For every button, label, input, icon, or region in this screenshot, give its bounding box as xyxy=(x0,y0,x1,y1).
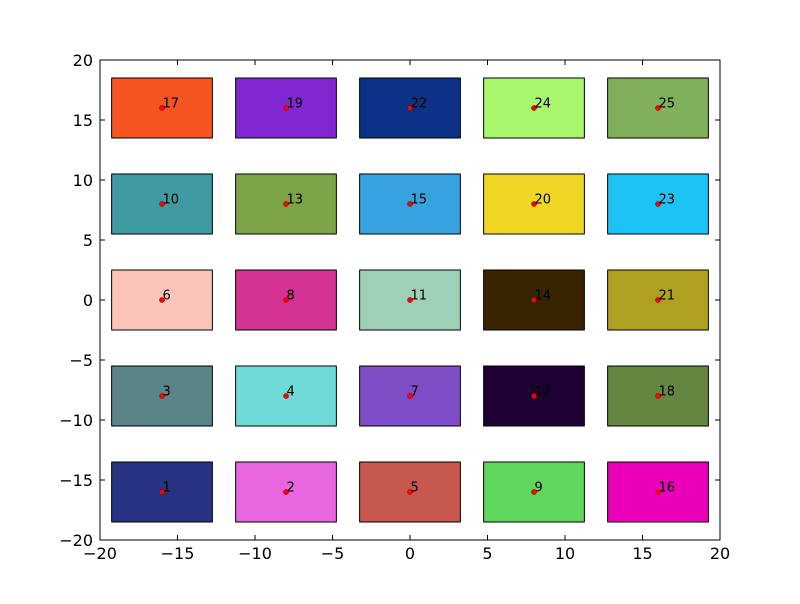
point-label-17: 17 xyxy=(163,97,180,112)
point-markers xyxy=(159,105,661,495)
x-tick-label: −10 xyxy=(238,544,272,563)
y-tick-label: −5 xyxy=(69,351,93,370)
point-label-20: 20 xyxy=(535,193,552,208)
point-marker-21 xyxy=(655,297,661,303)
point-marker-13 xyxy=(283,201,289,207)
point-marker-2 xyxy=(283,489,289,495)
point-marker-4 xyxy=(283,393,289,399)
point-label-24: 24 xyxy=(535,97,552,112)
point-label-25: 25 xyxy=(659,97,676,112)
colored-boxes xyxy=(111,77,709,523)
point-marker-19 xyxy=(283,105,289,111)
point-label-19: 19 xyxy=(287,97,304,112)
point-label-6: 6 xyxy=(163,289,171,304)
point-marker-23 xyxy=(655,201,661,207)
point-label-2: 2 xyxy=(287,481,295,496)
point-marker-5 xyxy=(407,489,413,495)
point-label-22: 22 xyxy=(411,97,428,112)
point-marker-11 xyxy=(407,297,413,303)
point-marker-8 xyxy=(283,297,289,303)
point-marker-17 xyxy=(159,105,165,111)
y-tick-label: −20 xyxy=(59,531,93,550)
point-marker-9 xyxy=(531,489,537,495)
y-tick-label: 10 xyxy=(73,171,93,190)
point-label-1: 1 xyxy=(163,481,171,496)
y-tick-label: 0 xyxy=(83,291,93,310)
point-label-15: 15 xyxy=(411,193,428,208)
point-label-7: 7 xyxy=(411,385,419,400)
point-label-4: 4 xyxy=(287,385,295,400)
point-marker-12 xyxy=(531,393,537,399)
x-tick-label: −20 xyxy=(83,544,117,563)
point-label-9: 9 xyxy=(535,481,543,496)
point-label-3: 3 xyxy=(163,385,171,400)
point-marker-7 xyxy=(407,393,413,399)
point-marker-15 xyxy=(407,201,413,207)
point-marker-20 xyxy=(531,201,537,207)
x-tick-label: 0 xyxy=(405,544,415,563)
point-marker-22 xyxy=(407,105,413,111)
point-label-13: 13 xyxy=(287,193,304,208)
x-tick-label: 5 xyxy=(482,544,492,563)
y-tick-label: −15 xyxy=(59,471,93,490)
point-label-12: 12 xyxy=(535,385,552,400)
point-label-8: 8 xyxy=(287,289,295,304)
point-marker-24 xyxy=(531,105,537,111)
point-label-14: 14 xyxy=(535,289,552,304)
y-tick-label: 20 xyxy=(73,51,93,70)
y-tick-label: −10 xyxy=(59,411,93,430)
point-label-10: 10 xyxy=(163,193,180,208)
point-label-21: 21 xyxy=(659,289,676,304)
point-marker-3 xyxy=(159,393,165,399)
x-tick-label: −15 xyxy=(161,544,195,563)
x-tick-label: −5 xyxy=(321,544,345,563)
y-tick-label: 15 xyxy=(73,111,93,130)
point-marker-10 xyxy=(159,201,165,207)
x-tick-label: 20 xyxy=(710,544,730,563)
y-tick-label: 5 xyxy=(83,231,93,250)
point-marker-16 xyxy=(655,489,661,495)
point-label-16: 16 xyxy=(659,481,676,496)
point-label-11: 11 xyxy=(411,289,428,304)
point-marker-1 xyxy=(159,489,165,495)
point-label-23: 23 xyxy=(659,193,676,208)
point-label-18: 18 xyxy=(659,385,676,400)
point-label-5: 5 xyxy=(411,481,419,496)
point-marker-14 xyxy=(531,297,537,303)
x-tick-label: 10 xyxy=(555,544,575,563)
point-marker-18 xyxy=(655,393,661,399)
x-tick-label: 15 xyxy=(632,544,652,563)
point-marker-25 xyxy=(655,105,661,111)
point-marker-6 xyxy=(159,297,165,303)
